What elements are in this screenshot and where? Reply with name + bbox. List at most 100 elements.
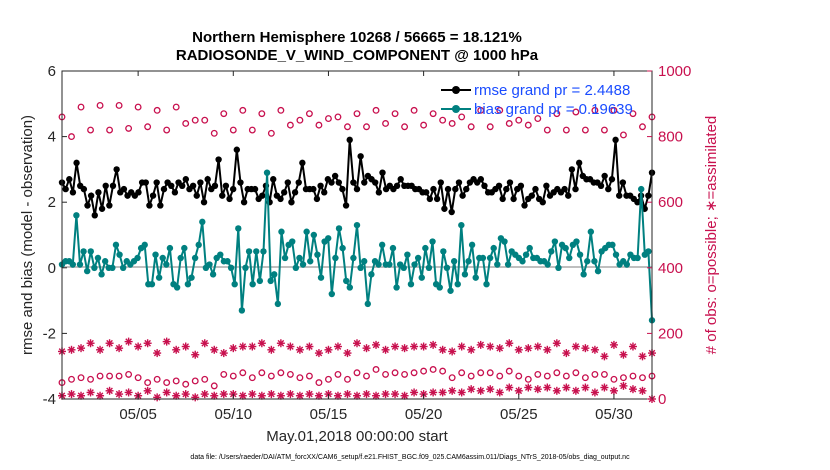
obs-assimilated-marker <box>153 393 162 402</box>
obs-possible-marker <box>401 123 409 131</box>
obs-assimilated-marker <box>600 383 609 392</box>
data-point-bias <box>152 251 159 258</box>
data-point-bias <box>242 264 249 271</box>
obs-possible-marker <box>163 126 171 134</box>
data-point-rmse <box>222 182 230 189</box>
data-point-bias <box>184 281 192 288</box>
obs-assimilated-marker <box>391 342 400 351</box>
obs-assimilated-marker <box>571 342 580 351</box>
data-point-rmse <box>645 192 652 199</box>
data-point-rmse <box>433 195 441 203</box>
obs-possible-marker <box>305 110 313 118</box>
obs-possible-marker <box>477 369 485 377</box>
obs-assimilated-marker <box>295 391 304 400</box>
data-point-rmse <box>517 182 525 189</box>
y-tick-right-label: 400 <box>658 260 683 277</box>
obs-possible-marker <box>325 115 332 123</box>
obs-possible-marker <box>305 372 313 380</box>
data-point-bias <box>490 244 497 252</box>
obs-possible-marker <box>439 367 447 375</box>
obs-assimilated-marker <box>333 391 342 400</box>
x-tick-label: 05/05 <box>119 406 157 423</box>
data-point-rmse <box>171 189 179 196</box>
obs-assimilated-marker <box>638 352 647 361</box>
data-point-bias <box>375 261 382 268</box>
obs-possible-marker <box>363 372 370 380</box>
obs-assimilated-marker <box>162 337 171 346</box>
data-point-bias <box>350 254 357 262</box>
obs-possible-marker <box>220 370 228 378</box>
data-point-bias <box>231 281 238 288</box>
data-point-rmse <box>521 202 528 209</box>
data-point-bias <box>134 254 141 262</box>
data-point-bias <box>364 300 371 308</box>
obs-assimilated-marker <box>248 390 257 399</box>
data-point-rmse <box>426 195 434 203</box>
data-point-rmse <box>73 159 80 167</box>
data-point-bias <box>303 228 310 235</box>
obs-possible-marker <box>382 370 389 378</box>
data-point-bias <box>249 281 256 288</box>
x-tick-label: 05/30 <box>595 406 633 423</box>
data-point-rmse <box>229 185 237 193</box>
obs-possible-marker <box>581 374 589 382</box>
data-point-bias <box>587 228 595 235</box>
obs-assimilated-marker <box>590 388 599 397</box>
y-axis-right-label: # of obs: o=possible; ∗=assimilated <box>703 116 720 355</box>
obs-possible-marker <box>267 129 275 137</box>
obs-assimilated-marker <box>448 386 457 395</box>
data-point-bias <box>566 254 573 262</box>
data-point-rmse <box>481 182 488 189</box>
data-point-bias <box>425 264 433 271</box>
data-point-rmse <box>346 136 353 144</box>
data-point-bias <box>224 258 231 265</box>
obs-assimilated-marker <box>609 386 618 395</box>
obs-possible-marker <box>534 370 542 378</box>
obs-possible-marker <box>401 370 409 378</box>
data-point-bias <box>393 284 400 291</box>
obs-assimilated-marker <box>505 339 514 348</box>
obs-assimilated-marker <box>276 391 285 400</box>
obs-possible-marker <box>258 110 266 118</box>
data-point-rmse <box>335 179 342 186</box>
data-point-bias <box>94 254 102 262</box>
obs-assimilated-marker <box>495 344 504 353</box>
obs-possible-marker <box>115 101 123 109</box>
legend-bias-label: bias grand pr = 0.19639 <box>474 101 633 118</box>
data-point-rmse <box>575 159 583 167</box>
data-point-bias <box>227 264 235 271</box>
data-point-rmse <box>178 182 186 189</box>
obs-assimilated-marker <box>581 383 590 392</box>
data-point-rmse <box>619 179 627 186</box>
data-point-rmse <box>291 189 299 196</box>
data-point-rmse <box>95 189 102 196</box>
data-point-bias <box>414 254 422 262</box>
obs-assimilated-marker <box>314 349 323 358</box>
obs-possible-marker <box>191 116 199 124</box>
obs-assimilated-marker <box>562 349 571 358</box>
data-point-rmse <box>299 159 306 167</box>
obs-assimilated-marker <box>181 390 190 399</box>
data-point-rmse <box>146 202 153 209</box>
obs-assimilated-marker <box>191 393 200 402</box>
data-point-rmse <box>568 166 576 173</box>
data-point-rmse <box>182 176 190 183</box>
data-point-bias <box>299 261 307 268</box>
obs-assimilated-marker <box>343 349 352 358</box>
data-point-rmse <box>448 208 455 216</box>
data-point-bias <box>357 264 364 271</box>
obs-assimilated-marker <box>115 344 124 353</box>
obs-assimilated-marker <box>333 342 342 351</box>
data-point-bias <box>526 244 533 252</box>
obs-possible-marker <box>344 123 351 131</box>
obs-possible-marker <box>591 106 599 114</box>
obs-possible-marker <box>210 129 218 137</box>
obs-possible-marker <box>248 374 256 382</box>
data-point-rmse <box>237 179 244 186</box>
data-point-rmse <box>295 179 302 186</box>
data-point-bias <box>479 254 487 262</box>
legend-bias-marker <box>452 105 460 113</box>
chart-title: Northern Hemisphere 10268 / 56665 = 18.1… <box>192 29 522 46</box>
data-point-rmse <box>597 182 605 189</box>
data-point-bias <box>98 271 105 278</box>
